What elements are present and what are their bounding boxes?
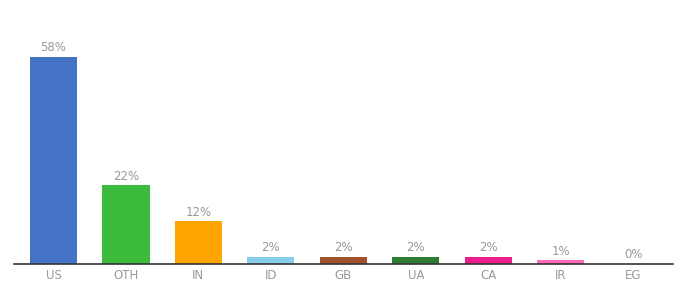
Text: 2%: 2% (407, 242, 425, 254)
Text: 2%: 2% (262, 242, 280, 254)
Bar (320, 257, 367, 264)
Text: 12%: 12% (186, 206, 211, 219)
Text: 0%: 0% (624, 248, 643, 262)
Bar (465, 257, 512, 264)
Bar (30, 57, 77, 264)
Text: 58%: 58% (41, 41, 67, 54)
Text: 22%: 22% (113, 170, 139, 183)
Text: 2%: 2% (479, 242, 498, 254)
Bar (392, 257, 439, 264)
Bar (175, 221, 222, 264)
Text: 2%: 2% (334, 242, 353, 254)
Bar (248, 257, 294, 264)
Bar (103, 185, 150, 264)
Bar (537, 260, 584, 264)
Text: 1%: 1% (551, 245, 570, 258)
